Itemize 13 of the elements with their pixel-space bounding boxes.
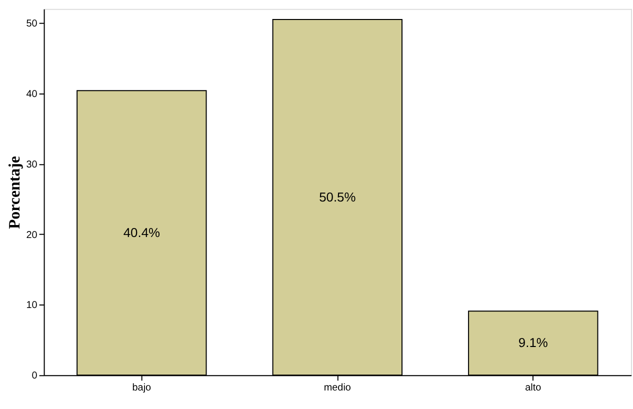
data-label: 40.4% xyxy=(123,224,160,240)
x-tick-label: alto xyxy=(525,382,542,394)
data-label: 9.1% xyxy=(518,335,548,350)
x-tick-label: bajo xyxy=(132,382,152,394)
y-tick-label: 0 xyxy=(32,370,38,382)
y-tick-label: 10 xyxy=(26,300,38,312)
y-axis-title: Porcentaje xyxy=(6,156,24,230)
data-label: 50.5% xyxy=(319,189,356,204)
y-tick-label: 50 xyxy=(26,18,38,30)
x-tick-label: medio xyxy=(324,382,352,394)
y-tick-label: 20 xyxy=(26,230,38,241)
y-tick-label: 30 xyxy=(26,159,38,170)
y-tick-label: 40 xyxy=(26,88,38,100)
